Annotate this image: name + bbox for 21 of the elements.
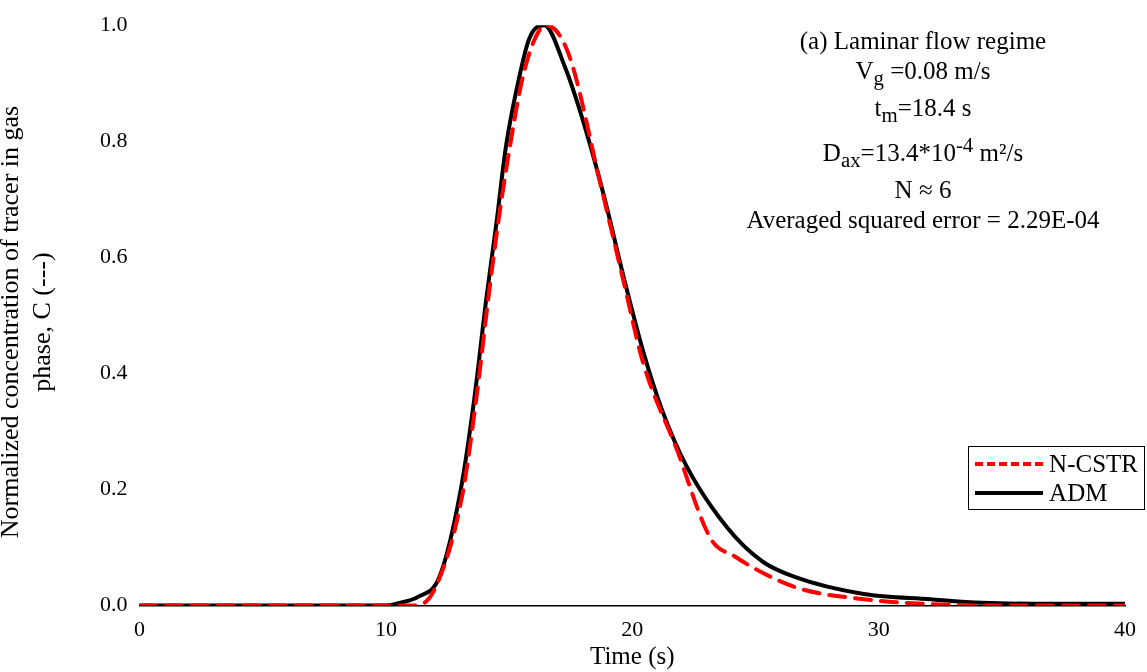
annotation: Averaged squared error = 2.29E-04 xyxy=(745,205,1101,236)
annotation: (a) Laminar flow regime xyxy=(798,26,1048,56)
legend-label: ADM xyxy=(1049,478,1108,507)
y-axis-title: Normalized concentration of tracer in gas phase, C (---) xyxy=(0,104,57,541)
y-tick-label: 0.8 xyxy=(100,127,128,153)
x-tick-label: 0 xyxy=(134,615,145,641)
y-tick-label: 0.2 xyxy=(100,475,128,501)
y-tick-label: 0.6 xyxy=(100,243,128,269)
x-tick-label: 40 xyxy=(1114,615,1136,641)
legend-label: N-CSTR xyxy=(1049,449,1138,478)
annotation: t$_{m}$=18.4 s xyxy=(873,93,973,129)
y-tick-label: 0.4 xyxy=(100,359,128,385)
y-tick-label: 0.0 xyxy=(100,591,128,617)
y-tick-label: 1.0 xyxy=(100,10,128,36)
x-tick-label: 30 xyxy=(867,615,890,641)
x-tick-label: 20 xyxy=(621,615,644,641)
annotation: N ≈ 6 xyxy=(893,175,953,206)
x-axis-title: Time (s) xyxy=(589,641,675,670)
annotation: D$_{ax}$=13.4*10$^{-4}$ m²/s xyxy=(821,132,1025,175)
annotation: V$_{g}$ =0.08 m/s xyxy=(854,56,992,92)
x-tick-label: 10 xyxy=(374,615,397,641)
